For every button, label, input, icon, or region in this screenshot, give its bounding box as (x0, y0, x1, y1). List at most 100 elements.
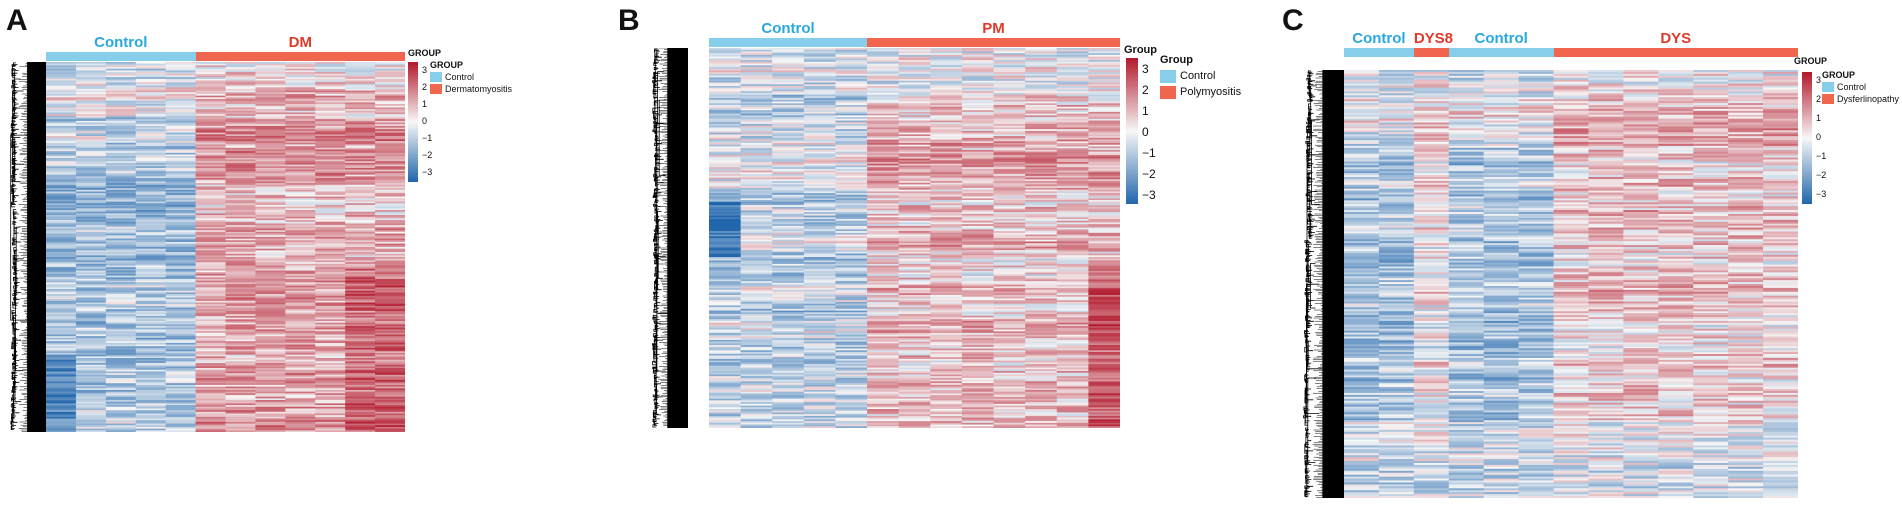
heatmap-cell (195, 154, 226, 157)
heatmap-cell (225, 315, 256, 319)
heatmap-cell (1025, 269, 1058, 272)
heatmap-cell (135, 231, 167, 234)
heatmap-cell (255, 421, 286, 424)
heatmap-cell (803, 219, 836, 222)
heatmap-cell (285, 368, 316, 371)
heatmap-cell (930, 99, 963, 102)
heatmap-cell (961, 267, 994, 270)
heatmap-cell (46, 426, 77, 430)
heatmap-cell (709, 206, 742, 210)
heatmap-cell (709, 315, 742, 318)
heatmap-cell (225, 361, 256, 364)
heatmap-cell (1025, 136, 1058, 139)
heatmap-cell (1088, 153, 1120, 156)
heatmap-cell (803, 215, 836, 218)
heatmap-cell (993, 300, 1026, 303)
heatmap-cell (375, 420, 405, 423)
heatmap-cell (315, 134, 346, 137)
heatmap-cell (345, 381, 376, 384)
heatmap-cell (930, 146, 963, 149)
heatmap-cell (195, 420, 226, 423)
heatmap-cell (961, 277, 994, 280)
heatmap-cell (803, 326, 836, 329)
heatmap-cell (709, 200, 742, 203)
heatmap-cell (961, 257, 994, 260)
heatmap-cell (135, 183, 167, 186)
heatmap-cell (867, 222, 900, 225)
heatmap-cell (165, 130, 196, 134)
heatmap-cell (772, 326, 805, 329)
heatmap-cell (961, 269, 994, 272)
heatmap-cell (225, 225, 256, 228)
heatmap-cell (46, 406, 77, 409)
heatmap-cell (75, 220, 107, 223)
heatmap-cell (961, 196, 994, 199)
heatmap-cell (1088, 329, 1120, 332)
heatmap-cell (375, 255, 405, 258)
heatmap-cell (709, 115, 742, 118)
heatmap-cell (225, 265, 256, 268)
heatmap-cell (993, 172, 1026, 175)
heatmap-cell (315, 284, 346, 287)
heatmap-cell (285, 70, 316, 73)
heatmap-cell (930, 353, 963, 356)
heatmap-cell (1025, 53, 1058, 56)
heatmap-cell (315, 300, 346, 303)
heatmap-cell (1088, 132, 1120, 135)
heatmap-cell (345, 181, 376, 184)
heatmap-cell (345, 403, 376, 406)
heatmap-cell (285, 378, 316, 381)
heatmap-cell (75, 154, 107, 157)
heatmap-cell (285, 331, 316, 334)
heatmap-cell (315, 147, 346, 150)
heatmap-cell (803, 124, 836, 127)
heatmap-cell (867, 184, 900, 187)
heatmap-cell (375, 228, 405, 231)
heatmap-cell (898, 279, 931, 282)
heatmap-cell (375, 326, 405, 329)
heatmap-cell (75, 297, 107, 300)
heatmap-cell (165, 208, 196, 211)
heatmap-cell (255, 341, 286, 344)
heatmap-cell (709, 82, 742, 85)
heatmap-cell (1088, 258, 1120, 261)
heatmap-cell (1088, 194, 1120, 197)
heatmap-cell (375, 221, 405, 224)
heatmap-cell (772, 300, 805, 303)
heatmap-cell (1025, 149, 1058, 153)
heatmap-cell (105, 198, 137, 201)
heatmap-cell (709, 225, 742, 229)
heatmap-cell (740, 227, 773, 230)
heatmap-cell (961, 170, 994, 173)
heatmap-cell (930, 158, 963, 161)
heatmap-cell (772, 272, 805, 275)
heatmap-cell (835, 193, 868, 196)
heatmap-cell (285, 376, 316, 379)
heatmap-cell (898, 291, 931, 294)
heatmap-cell (898, 307, 931, 310)
heatmap-cell (740, 136, 773, 139)
heatmap-cell (165, 125, 196, 128)
heatmap-cell (772, 94, 805, 97)
heatmap-cell (961, 205, 994, 208)
heatmap-cell (255, 327, 286, 330)
heatmap-cell (255, 347, 286, 350)
heatmap-cell (803, 146, 836, 149)
heatmap-cell (835, 144, 868, 147)
heatmap-cell (375, 83, 405, 86)
heatmap-cell (993, 348, 1026, 351)
heatmap-cell (315, 413, 346, 416)
heatmap-cell (315, 317, 346, 320)
heatmap-cell (195, 157, 226, 160)
heatmap-cell (375, 290, 405, 293)
heatmap-cell (993, 215, 1026, 218)
heatmap-cell (1056, 111, 1089, 115)
heatmap-cell (867, 160, 900, 163)
heatmap-cell (1025, 282, 1058, 286)
heatmap-cell (772, 115, 805, 118)
heatmap-cell (930, 206, 963, 210)
heatmap-cell (285, 352, 316, 356)
heatmap-cell (225, 132, 256, 135)
heatmap-cell (835, 132, 868, 135)
heatmap-cell (375, 391, 405, 394)
